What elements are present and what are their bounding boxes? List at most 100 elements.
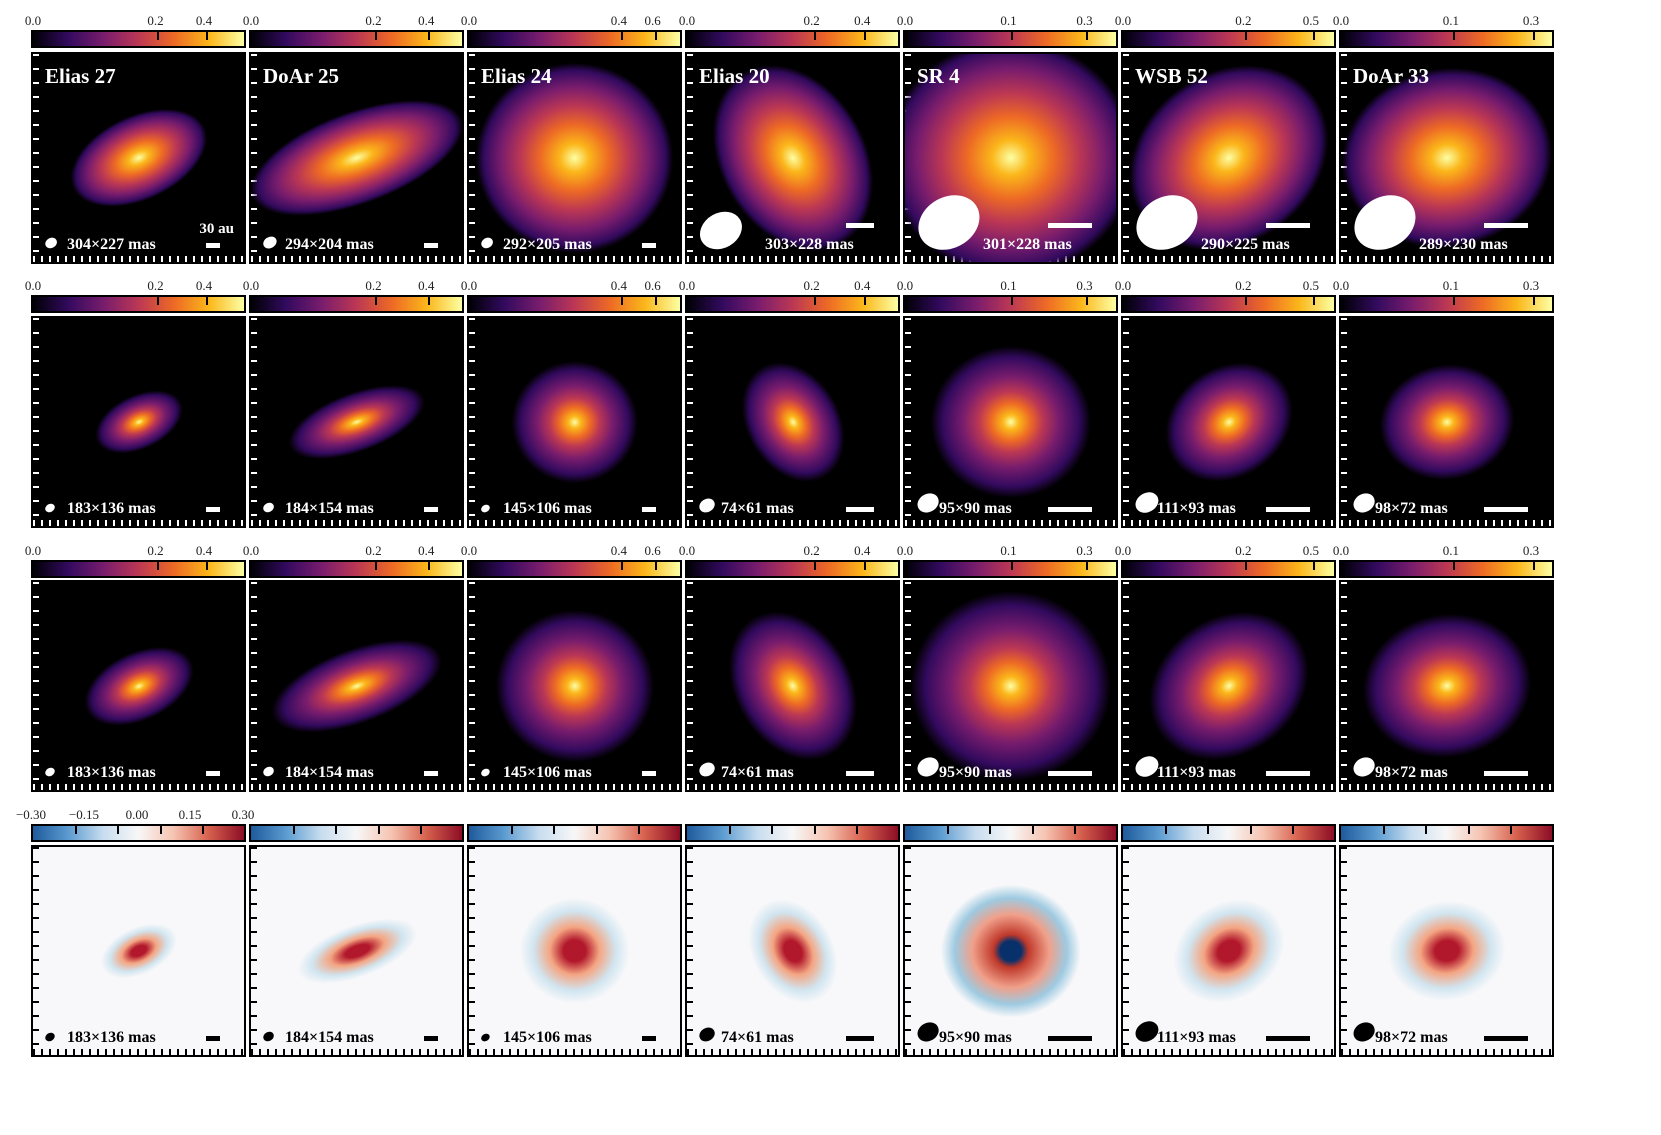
colorbar-tick (293, 826, 296, 834)
x-axis-ticks (251, 784, 462, 790)
colorbar-tick (1245, 297, 1248, 305)
colorbar-tick-label: 0.1 (1442, 543, 1459, 558)
colorbar-tick (864, 562, 867, 570)
colorbar-tick (1425, 826, 1428, 834)
colorbar-tick (1452, 562, 1455, 570)
colorbar-tick (1073, 826, 1076, 834)
x-axis-ticks (1123, 256, 1334, 262)
image-panel: 145×106 mas (467, 580, 682, 792)
colorbar-tick-label: 0.0 (1332, 13, 1350, 28)
y-axis-ticks (687, 582, 693, 790)
y-axis-ticks (1341, 582, 1347, 790)
beam-size-label: 145×106 mas (503, 1029, 592, 1046)
colorbar-tick-label: 0.0 (678, 13, 696, 28)
colorbar-tick (159, 826, 162, 834)
image-panel: 95×90 mas (903, 845, 1118, 1057)
image-panel: 111×93 mas (1121, 316, 1336, 528)
beam-ellipse (43, 766, 57, 778)
y-axis-ticks (469, 847, 475, 1055)
beam-size-label: 303×228 mas (765, 236, 854, 253)
scale-bar (1484, 1036, 1528, 1041)
emission (910, 591, 1111, 781)
colorbar-tick (1312, 32, 1315, 40)
colorbar (1121, 560, 1336, 578)
colorbar (685, 30, 900, 48)
colorbar (903, 824, 1118, 842)
beam-size-label: 111×93 mas (1157, 764, 1236, 781)
beam-ellipse (693, 204, 749, 257)
scale-bar (1266, 223, 1310, 228)
colorbar-tick-label: 0.2 (803, 278, 820, 293)
image-panel: 111×93 mas (1121, 580, 1336, 792)
colorbar-tick (375, 32, 378, 40)
y-axis-ticks (33, 582, 39, 790)
colorbar-tick-label: 0.6 (644, 278, 661, 293)
x-axis-ticks (251, 1049, 462, 1055)
scale-bar (1266, 507, 1310, 512)
scale-bar (642, 1036, 656, 1041)
x-axis-ticks (905, 784, 1116, 790)
beam-size-label: 98×72 mas (1375, 500, 1448, 517)
image-panel: 145×106 mas (467, 316, 682, 528)
colorbar-tick (428, 297, 431, 305)
emission (1350, 600, 1543, 772)
colorbar-tick-label: 0.3 (1522, 278, 1540, 293)
colorbar (31, 295, 246, 313)
y-axis-ticks (1123, 54, 1129, 262)
colorbar-tick-label: 0.0 (242, 543, 260, 558)
colorbar (685, 824, 900, 842)
beam-size-label: 183×136 mas (67, 500, 156, 517)
target-name: DoAr 33 (1353, 64, 1430, 88)
colorbar (1339, 824, 1554, 842)
beam-ellipse (43, 502, 57, 514)
scale-bar (1266, 1036, 1310, 1041)
colorbar (1121, 30, 1336, 48)
colorbar-tick (1452, 297, 1455, 305)
y-axis-ticks (1341, 847, 1347, 1055)
image-panel: 98×72 mas (1339, 316, 1554, 528)
colorbar-tick-label: −0.15 (68, 807, 100, 822)
colorbar-tick (855, 826, 858, 834)
beam-ellipse (261, 501, 276, 515)
x-axis-ticks (687, 784, 898, 790)
colorbar-tick-label: 0.6 (644, 13, 661, 28)
colorbar-tick-label: 0.1 (1442, 13, 1459, 28)
emission (511, 361, 638, 483)
colorbar-tick-label: 0.2 (1235, 13, 1252, 28)
colorbar-tick-label: 0.1 (1442, 278, 1459, 293)
x-axis-ticks (905, 520, 1116, 526)
colorbar-tick (419, 826, 422, 834)
colorbar-tick-label: 0.2 (365, 278, 382, 293)
image-panel: 95×90 mas (903, 580, 1118, 792)
emission (702, 588, 883, 784)
scale-bar (206, 1036, 220, 1041)
y-axis-ticks (1341, 318, 1347, 526)
colorbar-tick (1533, 32, 1535, 40)
colorbar-tick-label: 0.0 (24, 13, 42, 28)
x-axis-ticks (1123, 1049, 1334, 1055)
colorbar-tick (157, 562, 160, 570)
emission (259, 620, 454, 752)
emission (1152, 877, 1305, 1025)
scale-bar (424, 507, 438, 512)
image-panel: 98×72 mas (1339, 845, 1554, 1057)
colorbar-tick-label: 0.4 (854, 278, 871, 293)
y-axis-ticks (251, 318, 257, 526)
colorbar (31, 824, 246, 842)
colorbar-tick-label: 0.0 (1114, 13, 1132, 28)
emission (1379, 891, 1514, 1011)
colorbar-tick-label: 0.0 (460, 278, 478, 293)
x-axis-ticks (687, 520, 898, 526)
target-name: Elias 24 (481, 64, 552, 88)
colorbar (249, 824, 464, 842)
colorbar-tick-label: 0.6 (644, 543, 661, 558)
colorbar-tick-label: 0.1 (1000, 13, 1017, 28)
scale-bar (424, 243, 438, 248)
colorbar-tick (1467, 826, 1470, 834)
colorbar-tick (771, 826, 774, 834)
colorbar-tick-label: 0.0 (242, 13, 260, 28)
colorbar-tick (654, 297, 657, 305)
colorbar-tick-label: 0.00 (125, 807, 149, 822)
colorbar-tick (1245, 32, 1248, 40)
colorbar-tick (1010, 562, 1013, 570)
